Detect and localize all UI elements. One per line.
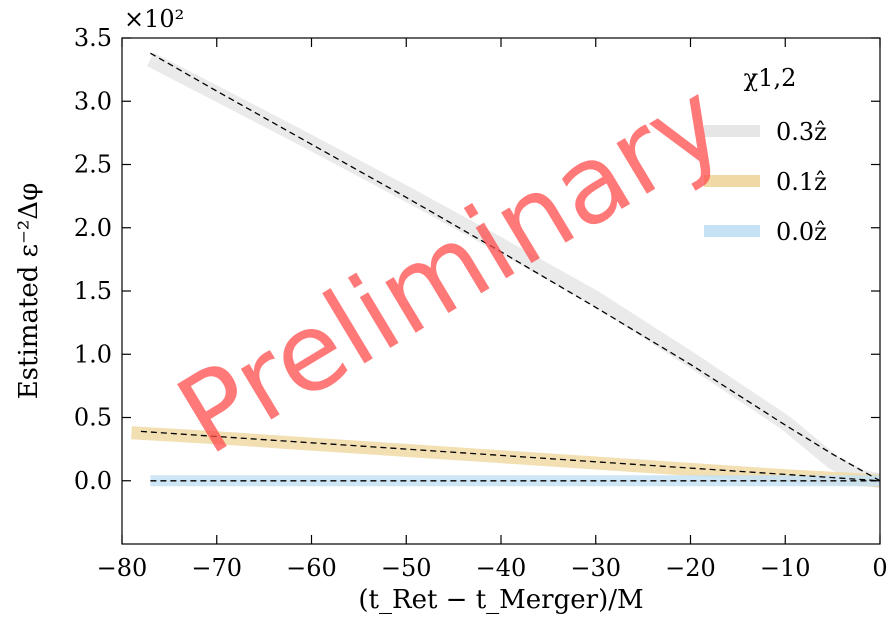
reference-lines [140, 52, 880, 482]
x-tick-label: −10 [760, 554, 811, 582]
y-axis-title: Estimated ε⁻²Δφ [14, 183, 44, 400]
x-tick-label: −50 [381, 554, 432, 582]
y-tick-label: 1.0 [74, 340, 112, 368]
y-tick-label: 2.5 [74, 151, 112, 179]
x-tick-label: −30 [570, 554, 621, 582]
x-tick-label: −60 [286, 554, 337, 582]
legend-entry-label: 0.3ẑ [776, 118, 827, 146]
x-axis-title: (t_Ret − t_Merger)/M [358, 585, 643, 615]
x-tick-labels: −80 −70 −60 −50 −40 −30 −20 −10 0 [97, 554, 888, 582]
legend-title: χ1,2 [744, 64, 797, 92]
series-band-0 [146, 52, 880, 489]
y-tick-label: 0.0 [74, 467, 112, 495]
legend: χ1,2 0.3ẑ 0.1ẑ 0.0ẑ [704, 64, 827, 246]
x-tick-label: −70 [191, 554, 242, 582]
y-tick-label: 0.5 [74, 404, 112, 432]
axis-ticks [121, 37, 881, 544]
legend-entry-label: 0.1ẑ [776, 168, 827, 196]
x-tick-label: −80 [97, 554, 148, 582]
x-tick-label: −40 [476, 554, 527, 582]
y-tick-label: 2.0 [74, 214, 112, 242]
y-scale-label: ×10² [124, 5, 184, 33]
y-tick-label: 1.5 [74, 277, 112, 305]
y-tick-label: 3.0 [74, 87, 112, 115]
legend-entry-label: 0.0ẑ [776, 218, 827, 246]
x-tick-label: −20 [665, 554, 716, 582]
x-tick-label: 0 [872, 554, 887, 582]
series-band-1 [131, 426, 880, 488]
reference-line-1 [140, 430, 880, 482]
y-tick-label: 3.5 [74, 24, 112, 52]
y-tick-labels: 0.0 0.5 1.0 1.5 2.0 2.5 3.0 3.5 [74, 24, 112, 495]
watermark: Preliminary [158, 58, 745, 479]
reference-line-0 [150, 52, 880, 482]
